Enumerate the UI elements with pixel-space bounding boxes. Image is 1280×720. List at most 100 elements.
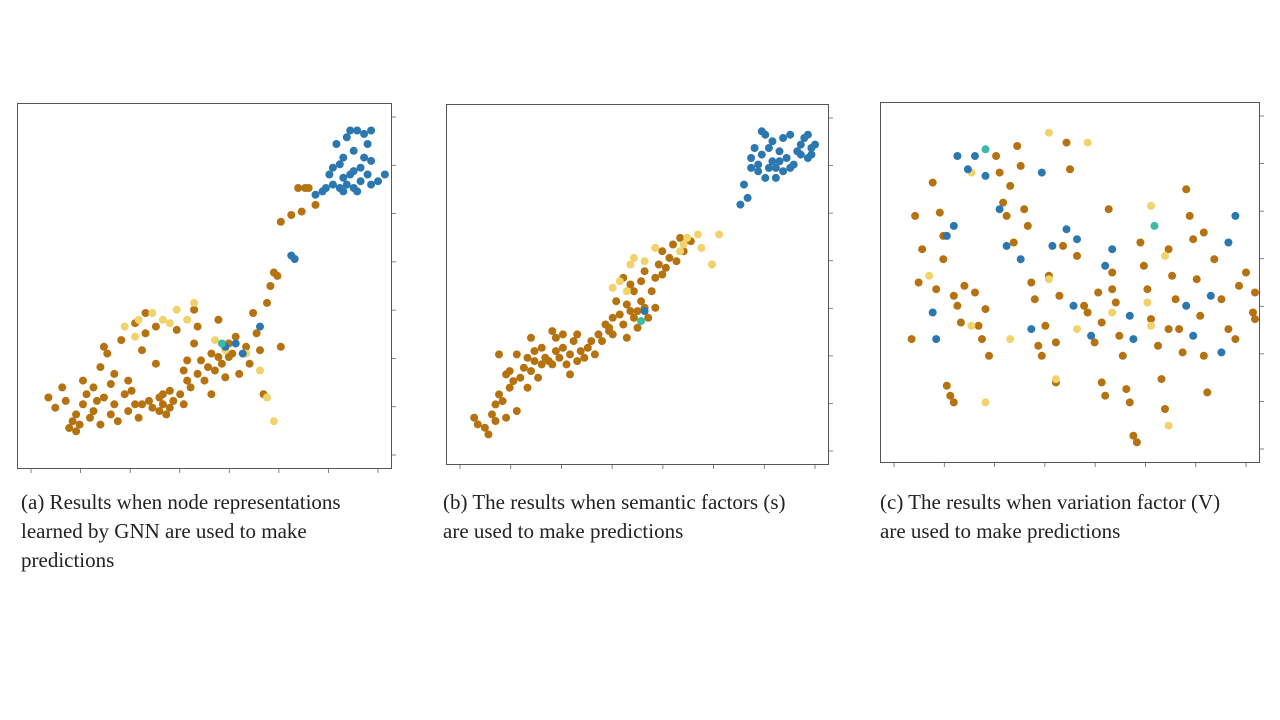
scatter-point-blue bbox=[367, 156, 376, 165]
scatter-point-blue bbox=[339, 173, 348, 182]
scatter-point-dark-gold bbox=[1062, 138, 1071, 147]
scatter-point-dark-gold bbox=[263, 298, 271, 307]
scatter-point-light-yellow bbox=[651, 243, 660, 252]
scatter-point-blue bbox=[1108, 245, 1117, 254]
caption-a: (a) Results when node representations le… bbox=[21, 490, 341, 572]
scatter-point-dark-gold bbox=[1101, 391, 1110, 400]
scatter-point-dark-gold bbox=[1154, 341, 1162, 350]
scatter-point-light-yellow bbox=[715, 230, 724, 239]
scatter-point-dark-gold bbox=[120, 390, 129, 399]
scatter-point-dark-gold bbox=[647, 287, 656, 296]
scatter-point-dark-gold bbox=[637, 277, 646, 286]
scatter-point-dark-gold bbox=[960, 281, 969, 290]
scatter-point-dark-gold bbox=[99, 342, 108, 351]
scatter-point-dark-gold bbox=[75, 420, 84, 429]
scatter-point-dark-gold bbox=[1235, 281, 1243, 290]
scatter-point-dark-gold bbox=[1168, 271, 1177, 280]
scatter-point-dark-gold bbox=[1125, 398, 1134, 407]
scatter-point-light-yellow bbox=[693, 230, 702, 239]
scatter-point-dark-gold bbox=[294, 184, 303, 192]
scatter-point-dark-gold bbox=[256, 346, 264, 355]
scatter-point-dark-gold bbox=[304, 184, 313, 192]
scatter-point-blue bbox=[1189, 331, 1198, 340]
scatter-point-blue bbox=[339, 153, 348, 162]
scatter-point-blue bbox=[231, 339, 240, 348]
scatter-point-dark-gold bbox=[939, 255, 948, 264]
scatter-point-dark-gold bbox=[176, 390, 185, 399]
scatter-point-dark-gold bbox=[1037, 351, 1046, 360]
scatter-point-dark-gold bbox=[1118, 351, 1127, 360]
scatter-point-light-yellow bbox=[1147, 201, 1155, 210]
scatter-point-dark-gold bbox=[566, 350, 574, 359]
scatter-point-dark-gold bbox=[1147, 315, 1155, 324]
scatter-point-blue bbox=[1129, 335, 1138, 344]
scatter-point-blue bbox=[349, 146, 358, 155]
scatter-point-dark-gold bbox=[92, 396, 101, 405]
scatter-point-light-yellow bbox=[629, 253, 638, 262]
scatter-point-dark-gold bbox=[505, 367, 514, 376]
scatter-point-light-yellow bbox=[622, 287, 631, 296]
scatter-point-dark-gold bbox=[615, 310, 624, 319]
scatter-point-dark-gold bbox=[1104, 205, 1113, 214]
scatter-point-blue bbox=[971, 152, 979, 160]
scatter-point-dark-gold bbox=[1115, 331, 1124, 340]
scatter-point-dark-gold bbox=[583, 343, 592, 352]
scatter-point-blue bbox=[367, 180, 376, 189]
scatter-point-dark-gold bbox=[1129, 431, 1138, 440]
scatter-point-dark-gold bbox=[242, 342, 251, 351]
scatter-point-dark-gold bbox=[1073, 251, 1081, 260]
scatter-point-blue bbox=[754, 160, 763, 169]
scatter-point-dark-gold bbox=[480, 423, 489, 432]
scatter-point-light-yellow bbox=[1051, 375, 1060, 384]
scatter-point-dark-gold bbox=[530, 347, 539, 356]
caption-c: (c) The results when variation factor (V… bbox=[880, 490, 1221, 543]
scatter-point-dark-gold bbox=[148, 403, 157, 412]
scatter-plot-b bbox=[446, 104, 833, 469]
scatter-point-dark-gold bbox=[918, 245, 927, 254]
scatter-point-blue bbox=[328, 180, 337, 189]
scatter-point-dark-gold bbox=[956, 318, 965, 327]
scatter-point-blue bbox=[290, 255, 299, 263]
scatter-point-light-yellow bbox=[1073, 325, 1081, 334]
scatter-point-dark-gold bbox=[1199, 351, 1208, 360]
scatter-point-dark-gold bbox=[1251, 315, 1259, 324]
scatter-point-dark-gold bbox=[1157, 375, 1166, 384]
scatter-point-blue bbox=[779, 167, 788, 176]
scatter-point-blue bbox=[311, 190, 320, 199]
scatter-point-dark-gold bbox=[79, 400, 87, 409]
scatter-point-light-yellow bbox=[708, 260, 716, 269]
scatter-point-blue bbox=[775, 157, 784, 166]
scatter-point-blue bbox=[928, 308, 937, 317]
scatter-point-dark-gold bbox=[245, 359, 254, 368]
scatter-point-dark-gold bbox=[580, 353, 589, 362]
scatter-point-dark-gold bbox=[221, 373, 230, 382]
scatter-point-dark-gold bbox=[1136, 238, 1145, 247]
scatter-point-light-yellow bbox=[148, 309, 157, 317]
scatter-point-dark-gold bbox=[235, 369, 244, 378]
scatter-point-dark-gold bbox=[576, 347, 585, 356]
scatter-point-blue bbox=[339, 187, 348, 196]
scatter-point-dark-gold bbox=[214, 353, 223, 361]
scatter-point-dark-gold bbox=[172, 325, 181, 334]
scatter-point-dark-gold bbox=[573, 330, 582, 339]
plot-frame bbox=[446, 104, 829, 465]
scatter-point-dark-gold bbox=[131, 400, 140, 409]
caption-b: (b) The results when semantic factors (s… bbox=[443, 490, 786, 543]
scatter-point-dark-gold bbox=[1006, 181, 1015, 190]
scatter-point-dark-gold bbox=[558, 330, 567, 339]
scatter-point-dark-gold bbox=[110, 400, 119, 409]
scatter-point-dark-gold bbox=[953, 301, 962, 310]
scatter-point-dark-gold bbox=[590, 350, 599, 359]
scatter-point-dark-gold bbox=[488, 410, 496, 419]
scatter-point-dark-gold bbox=[512, 350, 521, 359]
scatter-point-light-yellow bbox=[1164, 421, 1173, 430]
scatter-point-dark-gold bbox=[665, 253, 674, 262]
scatter-point-dark-gold bbox=[651, 303, 660, 312]
scatter-point-dark-gold bbox=[1122, 385, 1131, 394]
scatter-point-dark-gold bbox=[1027, 278, 1036, 287]
scatter-point-dark-gold bbox=[193, 322, 202, 331]
scatter-point-dark-gold bbox=[658, 270, 667, 279]
scatter-point-dark-gold bbox=[484, 430, 493, 439]
scatter-point-dark-gold bbox=[1189, 235, 1198, 244]
scatter-point-dark-gold bbox=[1171, 295, 1180, 304]
